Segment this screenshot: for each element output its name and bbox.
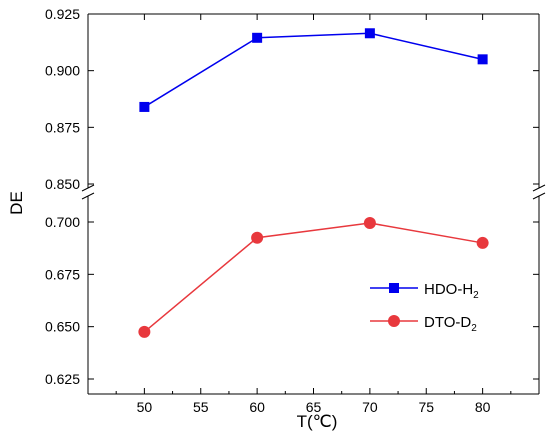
y-tick-label: 0.625 bbox=[45, 371, 80, 387]
data-point-hdo bbox=[252, 32, 263, 43]
legend-label-dto-sub: 2 bbox=[471, 323, 477, 334]
data-point-hdo bbox=[139, 101, 150, 112]
data-point-dto bbox=[476, 236, 489, 249]
series-layer bbox=[138, 28, 489, 338]
break-mark-left-2 bbox=[81, 192, 95, 200]
x-tick-label: 80 bbox=[475, 399, 491, 415]
x-tick-label: 60 bbox=[249, 399, 265, 415]
plot-frame bbox=[81, 13, 546, 395]
legend-label-hdo-main: HDO-H bbox=[424, 281, 473, 298]
series-line-hdo bbox=[143, 32, 483, 108]
break-mark-right-2 bbox=[532, 192, 546, 200]
legend-label-dto-main: DTO-D bbox=[424, 314, 471, 331]
x-axis-title: T(℃) bbox=[297, 412, 338, 431]
break-mark-right-1 bbox=[532, 184, 546, 192]
legend-label-hdo-sub: 2 bbox=[473, 290, 479, 301]
legend-label-hdo: HDO-H2 bbox=[424, 281, 479, 301]
legend: HDO-H2 DTO-D2 bbox=[370, 281, 479, 334]
x-tick-label: 55 bbox=[193, 399, 209, 415]
y-tick-label: 0.925 bbox=[45, 6, 80, 22]
data-point-hdo bbox=[477, 54, 488, 65]
x-tick-label: 65 bbox=[306, 399, 322, 415]
data-point-dto bbox=[363, 217, 376, 230]
y-axis-title: DE bbox=[7, 191, 26, 215]
x-tick-label: 50 bbox=[137, 399, 153, 415]
data-point-hdo bbox=[364, 28, 375, 39]
x-tick-label: 75 bbox=[418, 399, 434, 415]
y-tick-label: 0.850 bbox=[45, 176, 80, 192]
legend-marker-hdo bbox=[389, 283, 399, 293]
data-point-dto bbox=[138, 325, 151, 338]
y-tick-label: 0.875 bbox=[45, 119, 80, 135]
x-tick-label: 70 bbox=[362, 399, 378, 415]
legend-marker-dto bbox=[388, 315, 400, 327]
data-point-dto bbox=[251, 231, 264, 244]
y-tick-label: 0.900 bbox=[45, 63, 80, 79]
y-tick-label: 0.700 bbox=[45, 214, 80, 230]
break-mark-left-1 bbox=[81, 184, 95, 192]
axis-ticks: 50 55 60 65 70 75 80 0.850 0.875 0.900 0.925 0.625 0… bbox=[45, 6, 539, 415]
legend-label-dto: DTO-D2 bbox=[424, 314, 477, 334]
y-tick-label: 0.650 bbox=[45, 319, 80, 335]
series-line-dto bbox=[143, 222, 483, 333]
y-tick-label: 0.675 bbox=[45, 266, 80, 282]
